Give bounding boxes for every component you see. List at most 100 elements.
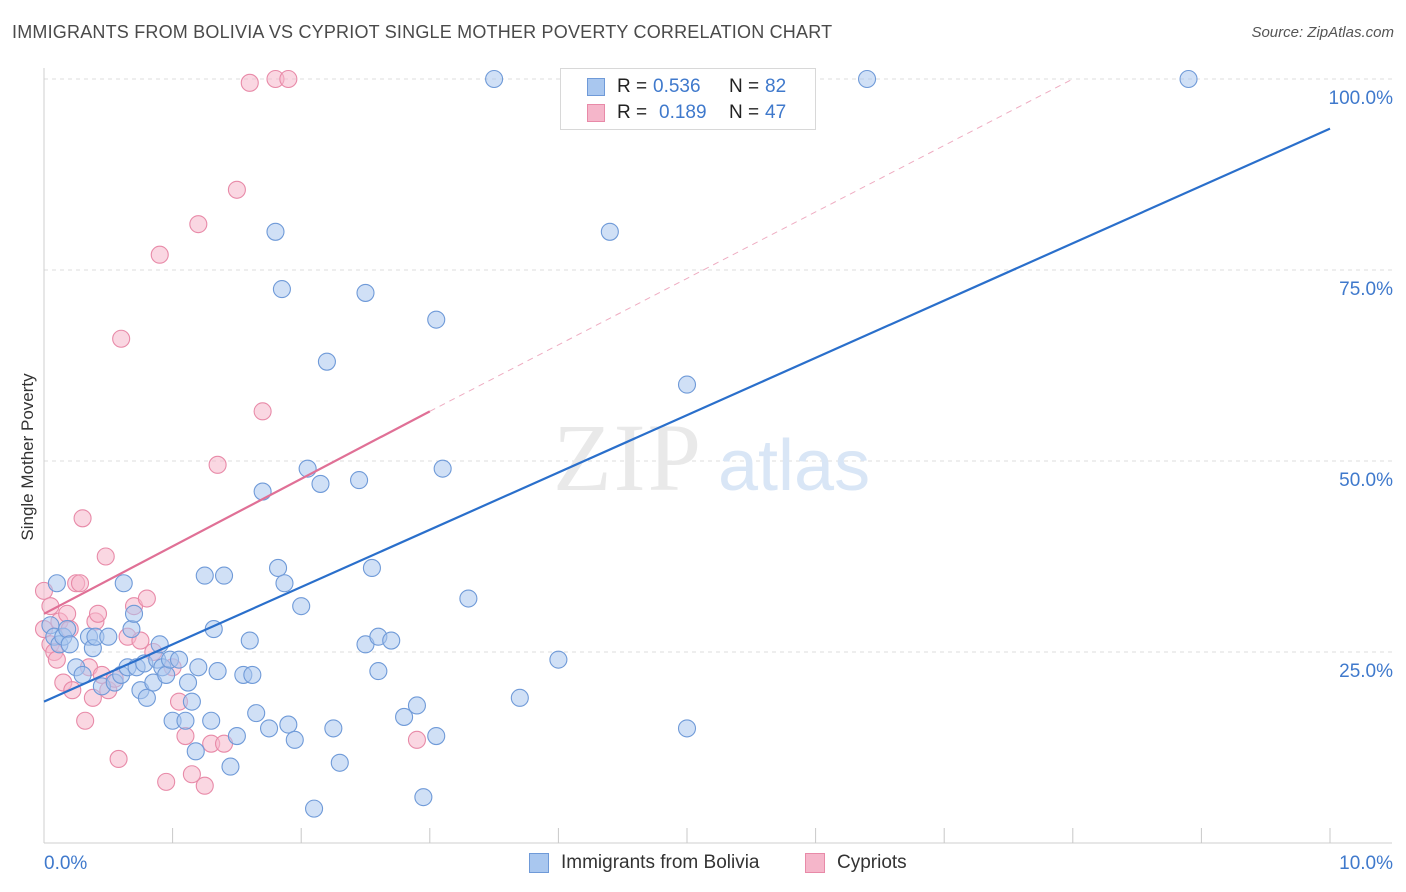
cypriots-point <box>109 749 128 769</box>
bolivia-point <box>677 719 697 738</box>
bolivia-point <box>202 711 221 730</box>
bolivia-point <box>253 482 272 501</box>
bolivia-point <box>186 742 205 761</box>
bolivia-point <box>311 474 330 493</box>
y-tick-label: 75.0% <box>1339 279 1393 300</box>
bolivia-point <box>356 283 375 302</box>
cypriots-point <box>70 574 90 593</box>
grid-layer <box>44 78 1392 653</box>
x-tick-label: 10.0% <box>1339 853 1393 874</box>
bolivia-point <box>178 673 198 692</box>
watermark: ZIP atlas <box>553 404 870 511</box>
legend-n-label: N = <box>729 102 760 123</box>
bolivia-point <box>272 280 291 299</box>
bolivia-point <box>549 650 568 669</box>
bolivia-point <box>157 665 176 684</box>
bolivia-point <box>227 726 246 746</box>
bolivia-point <box>169 650 189 669</box>
bolivia-point <box>195 566 214 585</box>
cypriots-point <box>189 215 208 234</box>
bolivia-point <box>275 574 294 593</box>
bottom-legend-label-cypriots: Cypriots <box>837 852 907 873</box>
cypriots-point <box>73 509 92 528</box>
chart-source: Source: ZipAtlas.com <box>1251 24 1394 41</box>
bolivia-point <box>269 558 288 578</box>
cypriots-point <box>157 772 176 791</box>
cypriots-point <box>150 245 169 264</box>
cypriots-point <box>407 730 426 749</box>
x-tick-label: 0.0% <box>44 853 87 874</box>
y-tick-label: 50.0% <box>1339 470 1393 491</box>
bolivia-point <box>414 788 433 807</box>
bottom-legend-cypriots[interactable]: Cypriots <box>805 852 907 874</box>
cypriots-point <box>208 455 227 474</box>
bolivia-point <box>600 222 619 241</box>
legend-r-value: 0.189 <box>659 102 707 123</box>
bolivia-point <box>60 635 79 654</box>
stats-legend: R = 0.536 N = 82 R = 0.189 N = 47 <box>560 68 816 130</box>
bolivia-point <box>240 631 259 650</box>
bolivia-point <box>243 665 262 684</box>
bolivia-point <box>362 558 381 578</box>
bolivia-point <box>122 620 141 639</box>
legend-n-label: N = <box>729 76 760 97</box>
bottom-legend-swatch-bolivia <box>529 853 549 873</box>
cypriots-point <box>112 329 131 348</box>
bolivia-point <box>427 726 446 746</box>
bolivia-point <box>427 310 446 329</box>
cypriots-point <box>88 604 108 623</box>
bolivia-point <box>317 352 336 371</box>
bottom-legend: Immigrants from Bolivia Cypriots <box>0 852 1406 878</box>
bolivia-trendline <box>43 127 1331 703</box>
bolivia-point <box>182 692 201 711</box>
watermark-atlas: atlas <box>718 426 870 506</box>
legend-swatch-cypriots <box>587 104 605 122</box>
cypriots-point <box>47 650 66 669</box>
bolivia-point <box>259 719 279 738</box>
bolivia-point <box>58 620 77 639</box>
legend-r-label: R = <box>617 102 648 123</box>
legend-n-value: 47 <box>765 102 787 123</box>
y-tick-label: 25.0% <box>1339 661 1393 682</box>
bolivia-points <box>41 69 1198 818</box>
bolivia-point <box>350 471 369 490</box>
legend-n-value: 82 <box>765 76 787 97</box>
bolivia-point <box>214 566 234 585</box>
cypriots-point <box>176 726 195 746</box>
bolivia-point <box>189 658 208 677</box>
bolivia-point <box>266 222 285 241</box>
bolivia-point <box>247 704 266 723</box>
bolivia-point <box>292 597 311 616</box>
cypriots-trendline <box>43 410 431 615</box>
bolivia-point <box>305 799 324 818</box>
trend-layer <box>43 78 1331 703</box>
bottom-legend-bolivia[interactable]: Immigrants from Bolivia <box>529 852 760 874</box>
label-layer: 100.0% 75.0% 50.0% 25.0% 0.0% 10.0% Single Mot… <box>18 88 1393 874</box>
cypriots-point <box>137 589 156 608</box>
legend-r-label: R = <box>617 76 648 97</box>
legend-row-bolivia: R = 0.536 N = 82 <box>587 74 786 100</box>
legend-r-value: 0.536 <box>653 76 701 97</box>
y-axis-label: Single Mother Poverty <box>18 373 37 541</box>
bottom-legend-swatch-cypriots <box>805 853 825 873</box>
axis-layer <box>43 68 1392 844</box>
y-tick-label: 100.0% <box>1329 88 1394 109</box>
bolivia-point <box>330 753 349 772</box>
cypriots-point <box>279 69 298 89</box>
bolivia-point <box>459 589 478 608</box>
bolivia-point <box>124 604 144 623</box>
chart-title: IMMIGRANTS FROM BOLIVIA VS CYPRIOT SINGL… <box>12 22 833 42</box>
bolivia-point <box>221 757 240 776</box>
legend-swatch-bolivia <box>587 78 605 96</box>
cypriots-point <box>240 73 259 92</box>
bolivia-point <box>485 69 504 89</box>
bolivia-point <box>433 459 452 478</box>
bolivia-point <box>1179 69 1198 89</box>
cypriots-point <box>58 604 77 623</box>
bolivia-point <box>208 662 227 681</box>
bolivia-point <box>99 627 118 646</box>
bolivia-point <box>285 730 304 749</box>
cypriots-point <box>76 711 95 730</box>
legend-row-cypriots: R = 0.189 N = 47 <box>587 100 786 126</box>
